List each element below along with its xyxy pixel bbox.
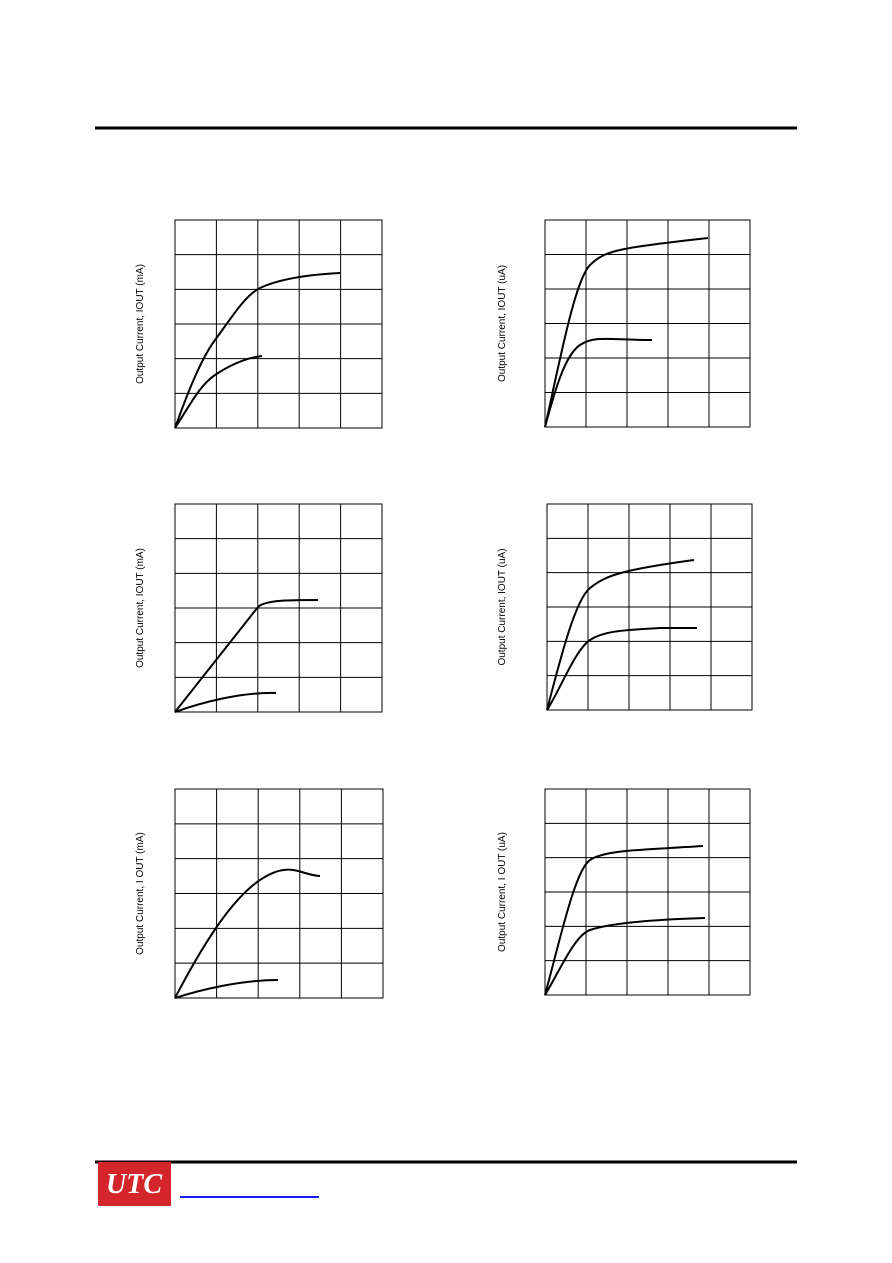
curve xyxy=(546,627,697,711)
charts: Output Current, IOUT (mA) Output Current,… xyxy=(135,219,753,999)
curve xyxy=(174,691,277,713)
chart: Output Current, IOUT (uA) xyxy=(497,219,751,428)
y-axis-label: Output Current, IOUT (mA) xyxy=(135,264,146,384)
curve xyxy=(544,237,709,428)
curve xyxy=(544,337,653,428)
chart: Output Current, IOUT (uA) xyxy=(497,503,753,711)
curve xyxy=(174,599,319,713)
chart: Output Current, I OUT (uA) xyxy=(497,788,751,996)
curve xyxy=(174,868,321,999)
chart: Output Current, IOUT (mA) xyxy=(135,503,383,713)
chart: Output Current, IOUT (mA) xyxy=(135,219,383,429)
curve xyxy=(546,559,695,711)
y-axis-label: Output Current, IOUT (uA) xyxy=(497,265,508,382)
logo-box xyxy=(98,1162,171,1206)
curve xyxy=(544,845,704,996)
curve xyxy=(174,979,279,999)
y-axis-label: Output Current, I OUT (mA) xyxy=(135,832,146,955)
logo-text: UTC xyxy=(106,1169,162,1200)
chart: Output Current, I OUT (mA) xyxy=(135,788,384,999)
curve xyxy=(544,917,706,996)
y-axis-label: Output Current, IOUT (uA) xyxy=(497,548,508,665)
y-axis-label: Output Current, IOUT (mA) xyxy=(135,548,146,668)
curve xyxy=(174,355,263,429)
y-axis-label: Output Current, I OUT (uA) xyxy=(497,832,508,952)
curve xyxy=(174,272,341,429)
